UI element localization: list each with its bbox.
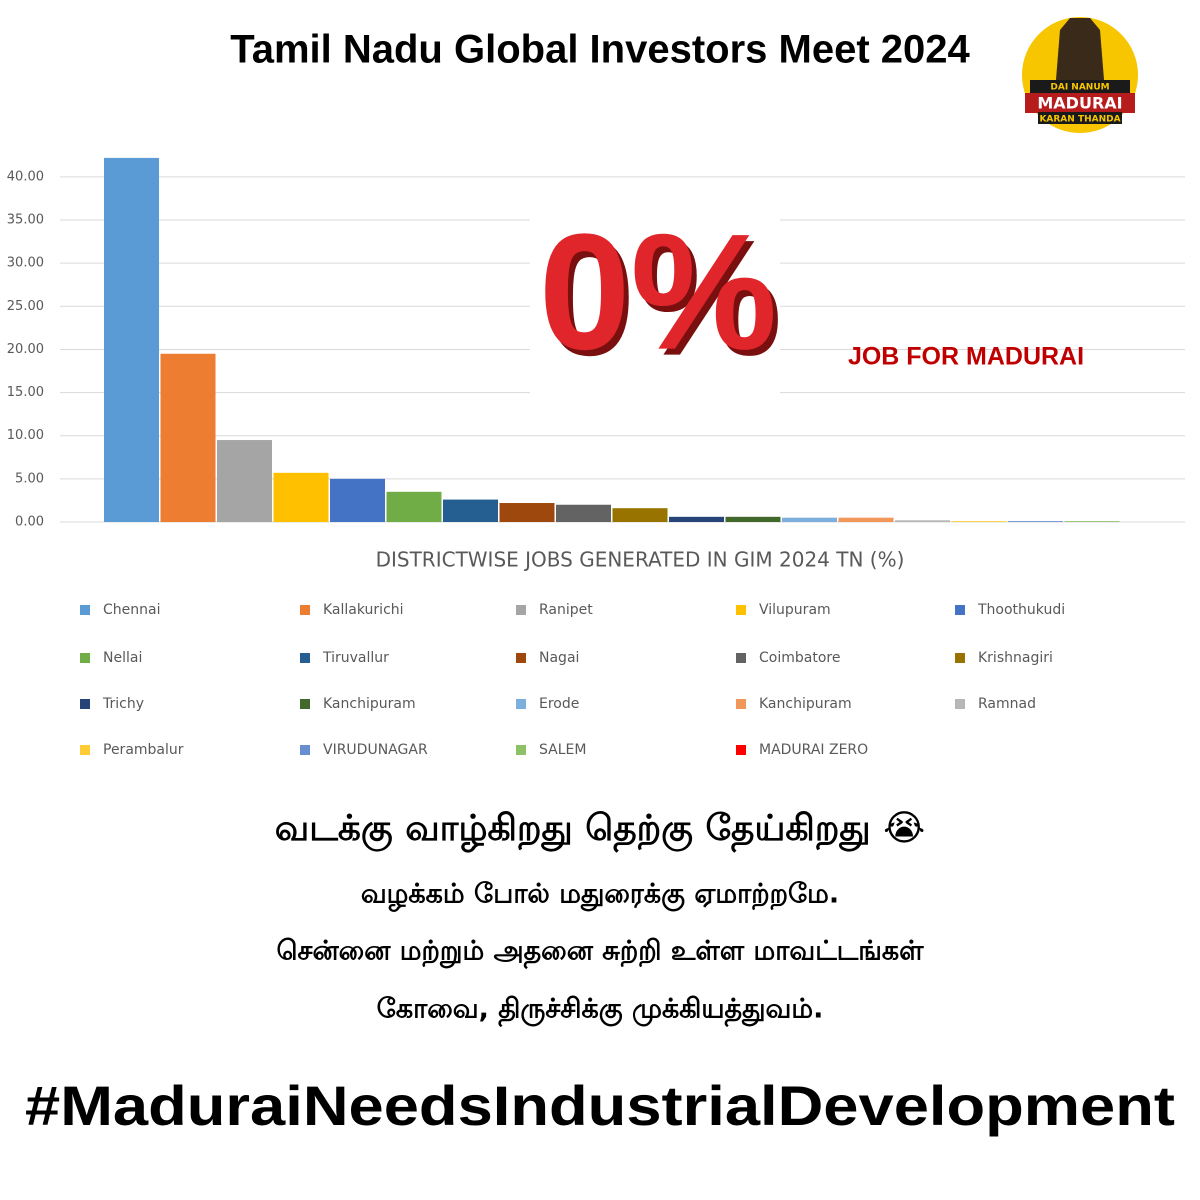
legend-label: VIRUDUNAGAR (323, 742, 428, 758)
legend-label: Coimbatore (759, 650, 840, 666)
logo-band (1038, 112, 1122, 124)
legend-swatch (736, 745, 746, 755)
legend-swatch (300, 699, 310, 709)
bar (895, 520, 950, 522)
logo-band (1025, 93, 1135, 113)
hashtag: #MaduraiNeedsIndustrialDevelopment (25, 1074, 1175, 1137)
legend-label: Erode (539, 696, 579, 712)
y-tick-label: 0.00 (15, 515, 44, 530)
bar (160, 353, 216, 522)
logo-text: MADURAI (1037, 94, 1122, 113)
bar (669, 516, 724, 522)
logo-band (1030, 80, 1130, 94)
y-tick-label: 25.00 (7, 299, 44, 314)
legend-label: SALEM (539, 742, 586, 758)
y-tick-label: 30.00 (7, 256, 44, 271)
bar (217, 440, 272, 522)
legend-swatch (80, 745, 90, 755)
bar (273, 472, 329, 522)
temple (1055, 18, 1105, 92)
legend-swatch (516, 653, 526, 663)
legend-label: Ramnad (978, 696, 1036, 712)
bar (499, 503, 555, 522)
y-tick-label: 15.00 (7, 385, 44, 400)
y-tick-label: 5.00 (15, 471, 44, 486)
legend-swatch (300, 653, 310, 663)
bar (330, 478, 385, 522)
legend-swatch (80, 699, 90, 709)
bar (782, 517, 837, 522)
legend-swatch (736, 653, 746, 663)
legend-label: Trichy (102, 696, 144, 712)
bar (443, 499, 498, 522)
logo: DAI NANUM MADURAI KARAN THANDA (1022, 17, 1138, 133)
legend-label: Nagai (539, 650, 579, 666)
body-line: வழக்கம் போல் மதுரைக்கு ஏமாற்றமே. (361, 879, 839, 913)
legend-label: Kanchipuram (323, 696, 416, 712)
bar (838, 517, 894, 522)
bar (612, 508, 668, 522)
legend-swatch (300, 745, 310, 755)
legend-swatch (955, 605, 965, 615)
bar (951, 521, 1007, 522)
body-line: வடக்கு வாழ்கிறது தெற்கு தேய்கிறது 😭 (275, 808, 925, 853)
page-title: Tamil Nadu Global Investors Meet 2024 (230, 28, 970, 72)
legend-label: MADURAI ZERO (759, 742, 868, 758)
bar (104, 157, 159, 522)
body-line: சென்னை மற்றும் அதனை சுற்றி உள்ள மாவட்டங்… (277, 936, 925, 970)
legend-swatch (736, 699, 746, 709)
legend-label: Krishnagiri (978, 650, 1053, 666)
legend-swatch (736, 605, 746, 615)
bar (556, 504, 611, 522)
legend-swatch (516, 605, 526, 615)
legend-swatch (516, 745, 526, 755)
y-tick-label: 35.00 (7, 213, 44, 228)
legend-swatch (955, 699, 965, 709)
y-tick-label: 10.00 (7, 428, 44, 443)
legend-swatch (80, 605, 90, 615)
legend-label: Kallakurichi (323, 602, 404, 618)
legend-label: Vilupuram (759, 602, 831, 618)
legend-label: Ranipet (539, 602, 593, 618)
legend-swatch (300, 605, 310, 615)
logo-text: DAI NANUM (1050, 83, 1109, 93)
bar (1064, 521, 1120, 522)
legend-label: Nellai (103, 650, 142, 666)
annotation: 0% (539, 200, 777, 384)
body-line: கோவை, திருச்சிக்கு முக்கியத்துவம். (377, 994, 824, 1028)
legend-swatch (516, 699, 526, 709)
chart: 0.00 5.00 10.00 15.00 20.00 25.00 30.00 35.00 40… (7, 157, 1185, 758)
axis-title: DISTRICTWISE JOBS GENERATED IN GIM 2024 … (376, 548, 905, 572)
legend-label: Perambalur (103, 742, 184, 758)
annotation-shadow: 0% (544, 206, 782, 390)
legend-swatch (955, 653, 965, 663)
graphic-bg (530, 210, 780, 395)
zero-graphic: 0% 0% JOB FOR MADURAI (530, 200, 1084, 395)
y-tick-label: 40.00 (7, 169, 44, 184)
logo-text: KARAN THANDA (1039, 115, 1120, 125)
annotation: JOB FOR MADURAI (848, 343, 1084, 371)
y-tick-label: 20.00 (7, 342, 44, 357)
bar (725, 516, 781, 522)
bar (386, 491, 442, 522)
legend-label: Thoothukudi (977, 602, 1065, 618)
legend-label: Kanchipuram (759, 696, 852, 712)
legend-swatch (80, 653, 90, 663)
legend-label: Tiruvallur (322, 650, 389, 666)
legend-label: Chennai (103, 602, 160, 618)
bar (1008, 521, 1063, 522)
